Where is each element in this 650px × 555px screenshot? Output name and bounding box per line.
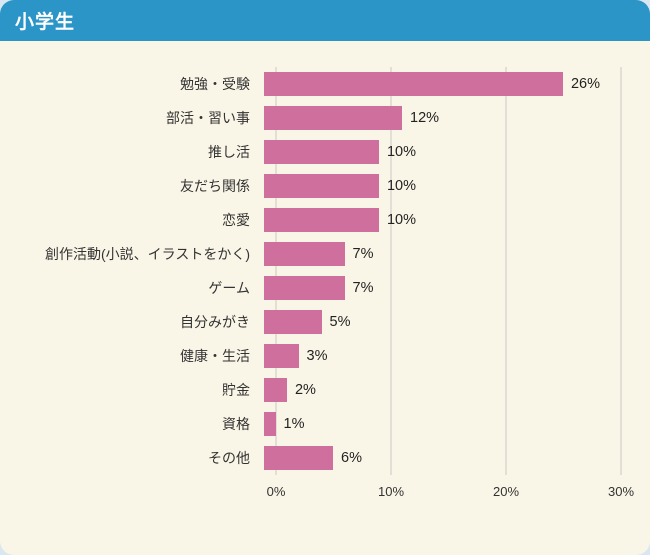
bar (264, 208, 379, 232)
chart-row: 部活・習い事 12% (12, 101, 638, 135)
value-label: 2% (294, 382, 316, 398)
value-label: 10% (386, 178, 417, 194)
gridline (620, 67, 622, 475)
gridline (390, 67, 392, 475)
category-label: ゲーム (208, 280, 250, 296)
bar (264, 140, 379, 164)
x-tick-label: 0% (266, 484, 286, 499)
chart-row: 創作活動(小説、イラストをかく) 7% (12, 237, 638, 271)
gridlines (275, 67, 622, 475)
chart-row: 恋愛 10% (12, 203, 638, 237)
chart-row: 推し活 10% (12, 135, 638, 169)
value-label: 10% (386, 144, 417, 160)
value-label: 7% (352, 246, 374, 262)
category-label: 恋愛 (222, 212, 250, 228)
bar (264, 72, 563, 96)
category-label: 貯金 (222, 382, 250, 398)
bar-track: 7% (264, 271, 609, 305)
value-label: 12% (410, 110, 440, 126)
chart-row: 勉強・受験 26% (12, 67, 638, 101)
bar (264, 446, 333, 470)
category-label: 部活・習い事 (166, 110, 250, 126)
category-label: 創作活動(小説、イラストをかく) (44, 246, 250, 262)
value-label: 10% (386, 212, 417, 228)
value-label: 5% (329, 314, 351, 330)
chart-row: 自分みがき 5% (12, 305, 638, 339)
chart-row: 友だち関係 10% (12, 169, 638, 203)
gridline (505, 67, 507, 475)
category-label: 友だち関係 (180, 178, 250, 194)
bar-track: 1% (264, 407, 609, 441)
bar (264, 378, 287, 402)
gridline (275, 67, 277, 475)
bar (264, 412, 276, 436)
category-label: 健康・生活 (180, 348, 250, 364)
horizontal-bar-chart: 勉強・受験 26% 部活・習い事 12% 推し活 10% 友だち関係 10% 恋愛 10% 創作活動… (0, 41, 650, 505)
bar (264, 344, 299, 368)
bar-track: 2% (264, 373, 609, 407)
value-label: 1% (283, 416, 305, 432)
chart-row: 健康・生活 3% (12, 339, 638, 373)
category-label: 自分みがき (180, 314, 250, 330)
x-tick-label: 30% (607, 484, 635, 499)
bar-track: 3% (264, 339, 609, 373)
bar (264, 310, 322, 334)
bar-track: 10% (264, 169, 609, 203)
bar (264, 242, 345, 266)
category-label: 推し活 (208, 144, 250, 160)
plot-region: 勉強・受験 26% 部活・習い事 12% 推し活 10% 友だち関係 10% 恋愛 10% 創作活動… (12, 67, 638, 475)
bar-track: 10% (264, 135, 609, 169)
x-tick-label: 20% (492, 484, 520, 499)
chart-row: ゲーム 7% (12, 271, 638, 305)
bar-track: 26% (264, 67, 609, 101)
category-label: 勉強・受験 (180, 76, 250, 92)
chart-row: 貯金 2% (12, 373, 638, 407)
category-label: その他 (208, 450, 250, 466)
x-axis: 0% 10% 20% 30% (267, 475, 634, 505)
category-label: 資格 (222, 416, 250, 432)
page-title: 小学生 (15, 12, 76, 33)
value-label: 26% (570, 76, 601, 92)
bar-track: 10% (264, 203, 609, 237)
chart-row: 資格 1% (12, 407, 638, 441)
bar-track: 5% (264, 305, 609, 339)
bar (264, 106, 402, 130)
bar-track: 12% (264, 101, 609, 135)
chart-title-bar: 小学生 (0, 0, 650, 41)
bar-rows: 勉強・受験 26% 部活・習い事 12% 推し活 10% 友だち関係 10% 恋愛 10% 創作活動… (12, 67, 638, 475)
chart-row: その他 6% (12, 441, 638, 475)
bar-track: 6% (264, 441, 609, 475)
bar-track: 7% (264, 237, 609, 271)
x-tick-label: 10% (377, 484, 405, 499)
value-label: 7% (352, 280, 374, 296)
value-label: 6% (341, 450, 362, 466)
value-label: 3% (306, 348, 328, 364)
bar (264, 174, 379, 198)
bar (264, 276, 345, 300)
